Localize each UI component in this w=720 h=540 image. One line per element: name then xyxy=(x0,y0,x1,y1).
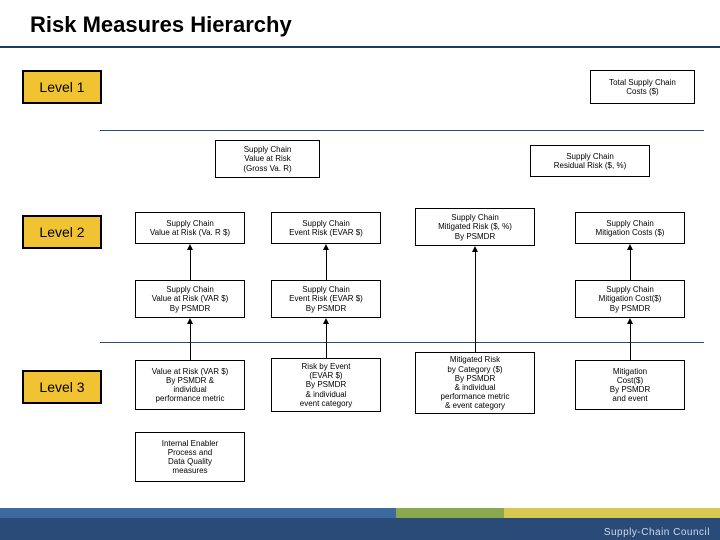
node-l2b_var: Supply Chain Value at Risk (VAR $) By PS… xyxy=(135,280,245,318)
arrow xyxy=(630,250,631,280)
arrow xyxy=(630,324,631,360)
arrow xyxy=(190,250,191,280)
node-gross_var: Supply Chain Value at Risk (Gross Va. R) xyxy=(215,140,320,178)
node-l2b_mitcost: Supply Chain Mitigation Cost($) By PSMDR xyxy=(575,280,685,318)
arrow-head xyxy=(187,244,193,250)
arrow-head xyxy=(323,318,329,324)
node-l3_mitigated: Mitigated Risk by Category ($) By PSMDR … xyxy=(415,352,535,414)
arrow-head xyxy=(627,318,633,324)
arrow-head xyxy=(323,244,329,250)
node-l3_var: Value at Risk (VAR $) By PSMDR & individ… xyxy=(135,360,245,410)
title-underline xyxy=(0,46,720,48)
node-l2_evar: Supply Chain Event Risk (EVAR $) xyxy=(271,212,381,244)
arrow xyxy=(475,252,476,352)
node-l2_mitigated: Supply Chain Mitigated Risk ($, %) By PS… xyxy=(415,208,535,246)
level-box-l2: Level 2 xyxy=(22,215,102,249)
level-rule xyxy=(100,130,704,131)
node-l2b_evar: Supply Chain Event Risk (EVAR $) By PSMD… xyxy=(271,280,381,318)
level-box-l1: Level 1 xyxy=(22,70,102,104)
node-residual: Supply Chain Residual Risk ($, %) xyxy=(530,145,650,177)
node-l3_mitcost: Mitigation Cost($) By PSMDR and event xyxy=(575,360,685,410)
node-total_cost: Total Supply Chain Costs ($) xyxy=(590,70,695,104)
footer-stripe xyxy=(0,508,720,518)
arrow-head xyxy=(187,318,193,324)
slide-title: Risk Measures Hierarchy xyxy=(30,12,292,38)
node-l3_enabler: Internal Enabler Process and Data Qualit… xyxy=(135,432,245,482)
arrow xyxy=(190,324,191,360)
arrow xyxy=(326,324,327,358)
arrow-head xyxy=(627,244,633,250)
arrow-head xyxy=(472,246,478,252)
level-box-l3: Level 3 xyxy=(22,370,102,404)
node-l2_var: Supply Chain Value at Risk (Va. R $) xyxy=(135,212,245,244)
footer-logo: Supply-Chain Council xyxy=(604,527,710,538)
node-l3_evar: Risk by Event (EVAR $) By PSMDR & indivi… xyxy=(271,358,381,412)
arrow xyxy=(326,250,327,280)
footer: Supply-Chain Council xyxy=(0,502,720,540)
node-l2_mitcost: Supply Chain Mitigation Costs ($) xyxy=(575,212,685,244)
